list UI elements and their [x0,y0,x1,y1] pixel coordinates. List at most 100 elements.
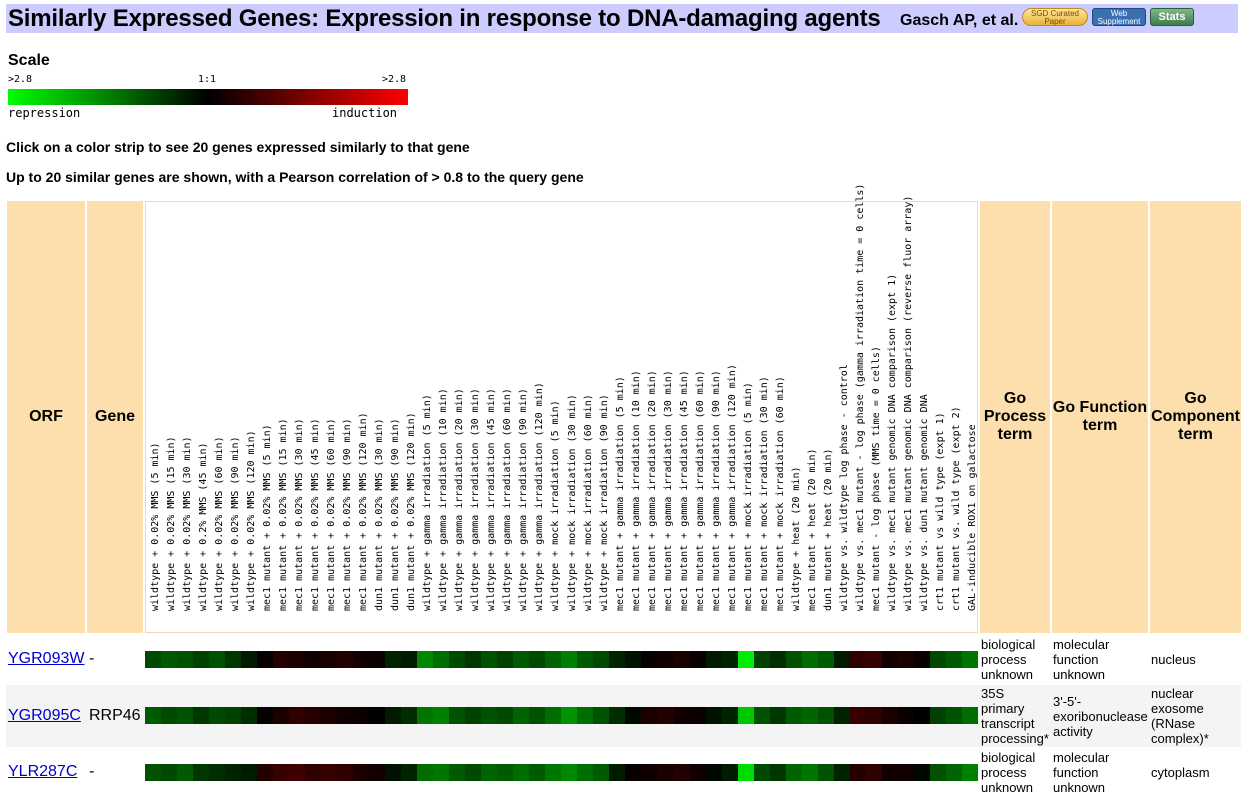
orf-column-header: ORF [7,201,85,633]
expression-cell [737,651,754,668]
condition-label: mec1 mutant + 0.02% MMS (45 min) [310,418,322,611]
expression-cell [705,764,722,781]
expression-strip[interactable] [145,764,978,781]
expression-cell [561,707,578,724]
expression-cell [321,707,338,724]
orf-cell: YLR287C [6,749,88,795]
expression-cell [161,764,178,781]
expression-cell [385,707,402,724]
expression-cell [417,651,434,668]
go-process-column-header: Go Process term [980,201,1050,633]
expression-cell [177,707,194,724]
expression-cell [865,651,882,668]
expression-cell [833,764,850,781]
expression-cell [721,764,738,781]
expression-cell [769,764,786,781]
expression-cell [897,707,914,724]
expression-cell [849,707,866,724]
click-instruction: Click on a color strip to see 20 genes e… [6,139,470,155]
correlation-note: Up to 20 similar genes are shown, with a… [6,169,584,185]
expression-cell [881,651,898,668]
badge-text: Supplement [1097,17,1141,26]
expression-cell [641,651,658,668]
table-row: YGR093W - biological process unknown mol… [6,636,1241,682]
expression-cell [353,651,370,668]
expression-cell [497,651,514,668]
expression-cell [961,707,978,724]
expression-cell [385,651,402,668]
condition-label: mec1 mutant + gamma irradiation (5 min) [614,376,626,611]
expression-cell [513,764,530,781]
condition-label: wildtype + gamma irradiation (60 min) [502,388,514,611]
sgd-curated-paper-link[interactable]: SGD Curated Paper [1022,8,1088,26]
expression-cell [945,707,962,724]
expression-cell [753,764,770,781]
expression-cell [833,707,850,724]
go-function-column-header: Go Function term [1052,201,1148,633]
condition-label: mec1 mutant + 0.02% MMS (60 min) [326,418,338,611]
page-header: Similarly Expressed Genes: Expression in… [6,4,1238,33]
expression-cell [929,651,946,668]
condition-label: mec1 mutant + mock irradiation (30 min) [758,376,770,611]
orf-cell: YGR093W [6,636,88,682]
stats-link[interactable]: Stats [1150,8,1194,26]
expression-strip[interactable] [145,707,978,724]
condition-label: crt1 mutant vs wild type (expt 1) [934,412,946,611]
web-supplement-link[interactable]: Web Supplement [1092,8,1146,26]
expression-cell [241,764,258,781]
go-function-term: molecular function unknown [1053,636,1110,682]
gene-column-header: Gene [87,201,143,633]
scale-heading: Scale [8,52,50,69]
expression-cell [929,707,946,724]
expression-cell [897,651,914,668]
expression-cell [305,764,322,781]
expression-cell [193,651,210,668]
expression-cell [177,651,194,668]
condition-label: wildtype + gamma irradiation (10 min) [438,388,450,611]
expression-cell [545,764,562,781]
expression-cell [689,707,706,724]
expression-cell [769,651,786,668]
expression-cell [321,764,338,781]
expression-cell [417,764,434,781]
expression-strip[interactable] [145,651,978,668]
expression-cell [369,764,386,781]
expression-cell [817,707,834,724]
condition-label: wildtype + gamma irradiation (120 min) [534,382,546,611]
condition-label: wildtype vs. mec1 mutant genomic DNA com… [886,273,898,611]
expression-cell [481,707,498,724]
expression-cell [865,764,882,781]
orf-link[interactable]: YGR093W [8,650,85,667]
orf-link[interactable]: YGR095C [8,707,81,724]
orf-link[interactable]: YLR287C [8,763,78,780]
expression-cell [257,707,274,724]
condition-label: wildtype + gamma irradiation (90 min) [518,388,530,611]
condition-label: wildtype + gamma irradiation (30 min) [470,388,482,611]
expression-cell [545,651,562,668]
expression-cell [737,764,754,781]
scale-mid-tick: 1:1 [198,74,217,85]
expression-cell [257,764,274,781]
condition-label: dun1 mutant + 0.02% MMS (120 min) [406,412,418,611]
expression-cell [785,707,802,724]
expression-cell [625,651,642,668]
expression-cell [545,707,562,724]
expression-cell [529,764,546,781]
expression-cell [881,764,898,781]
expression-cell [785,651,802,668]
expression-cell [561,651,578,668]
go-process-term: 35S primary transcript processing* [981,686,1049,746]
expression-cell [449,651,466,668]
condition-headers: wildtype + 0.02% MMS (5 min) wildtype + 0… [145,184,978,633]
expression-cell [625,707,642,724]
expression-cell [481,764,498,781]
expression-cell [337,651,354,668]
condition-label: dun1 mutant + heat (20 min) [822,448,834,611]
condition-label: dun1 mutant + 0.02% MMS (90 min) [390,418,402,611]
expression-cell [161,651,178,668]
condition-label: mec1 mutant - log phase (MMS time = 0 ce… [870,346,882,611]
expression-cell [369,707,386,724]
expression-cell [513,651,530,668]
expression-cell [209,651,226,668]
condition-label: mec1 mutant + gamma irradiation (45 min) [678,370,690,611]
